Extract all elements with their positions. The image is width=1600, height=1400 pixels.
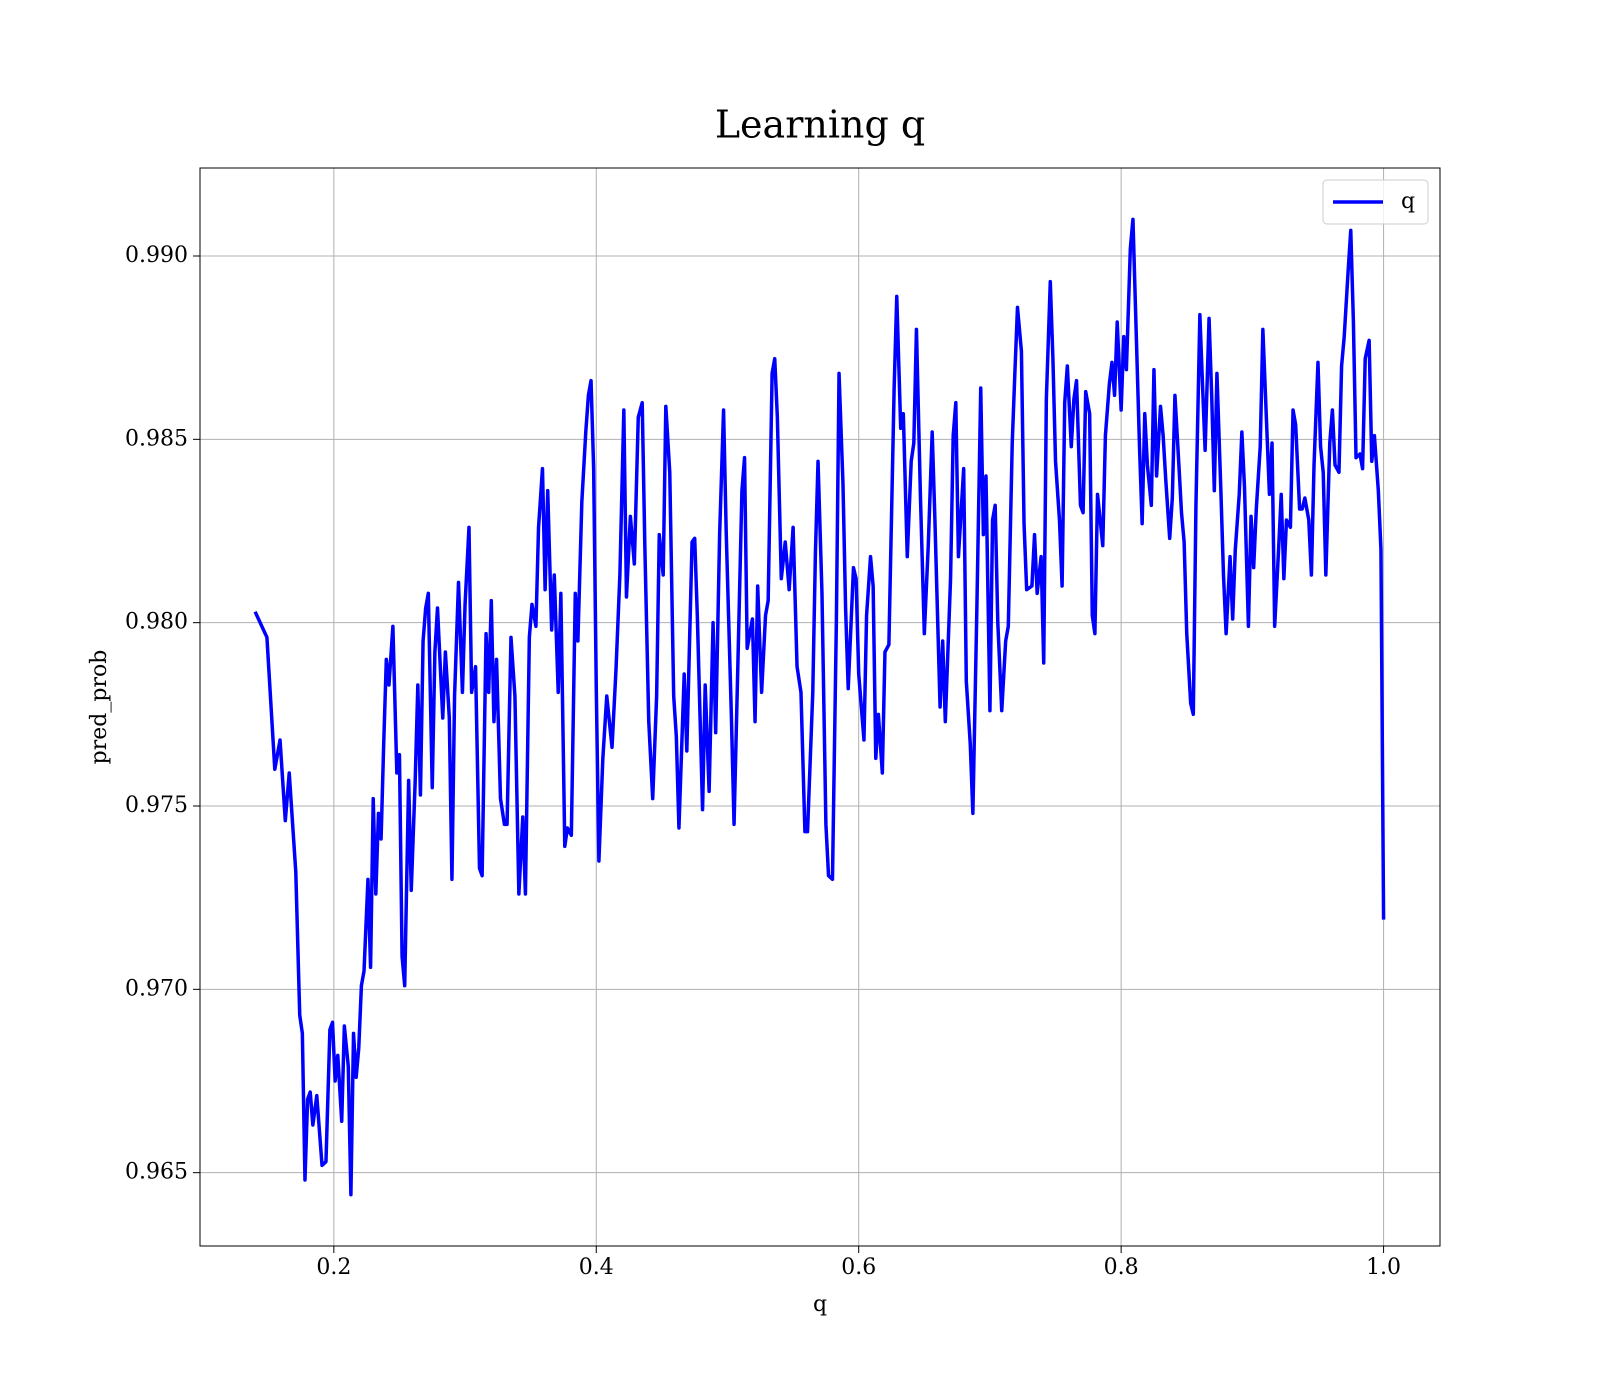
y-tick-label: 0.980 bbox=[125, 610, 188, 635]
y-axis-label: pred_prob bbox=[87, 650, 112, 765]
data-line bbox=[253, 217, 1386, 1197]
x-tick-label: 0.4 bbox=[579, 1255, 614, 1280]
x-tick-label: 0.2 bbox=[316, 1255, 351, 1280]
chart-title: Learning q bbox=[715, 103, 925, 147]
y-tick-label: 0.970 bbox=[125, 976, 188, 1001]
y-tick-label: 0.990 bbox=[125, 243, 188, 268]
x-tick-label: 0.6 bbox=[841, 1255, 876, 1280]
y-tick-label: 0.985 bbox=[125, 426, 188, 451]
plot-frame bbox=[199, 167, 1441, 1247]
x-tick-label: 1.0 bbox=[1366, 1255, 1401, 1280]
x-tick-label: 0.8 bbox=[1104, 1255, 1139, 1280]
y-tick-label: 0.965 bbox=[125, 1160, 188, 1185]
legend-label: q bbox=[1401, 189, 1415, 214]
y-tick-label: 0.975 bbox=[125, 793, 188, 818]
x-axis-label: q bbox=[813, 1292, 827, 1317]
